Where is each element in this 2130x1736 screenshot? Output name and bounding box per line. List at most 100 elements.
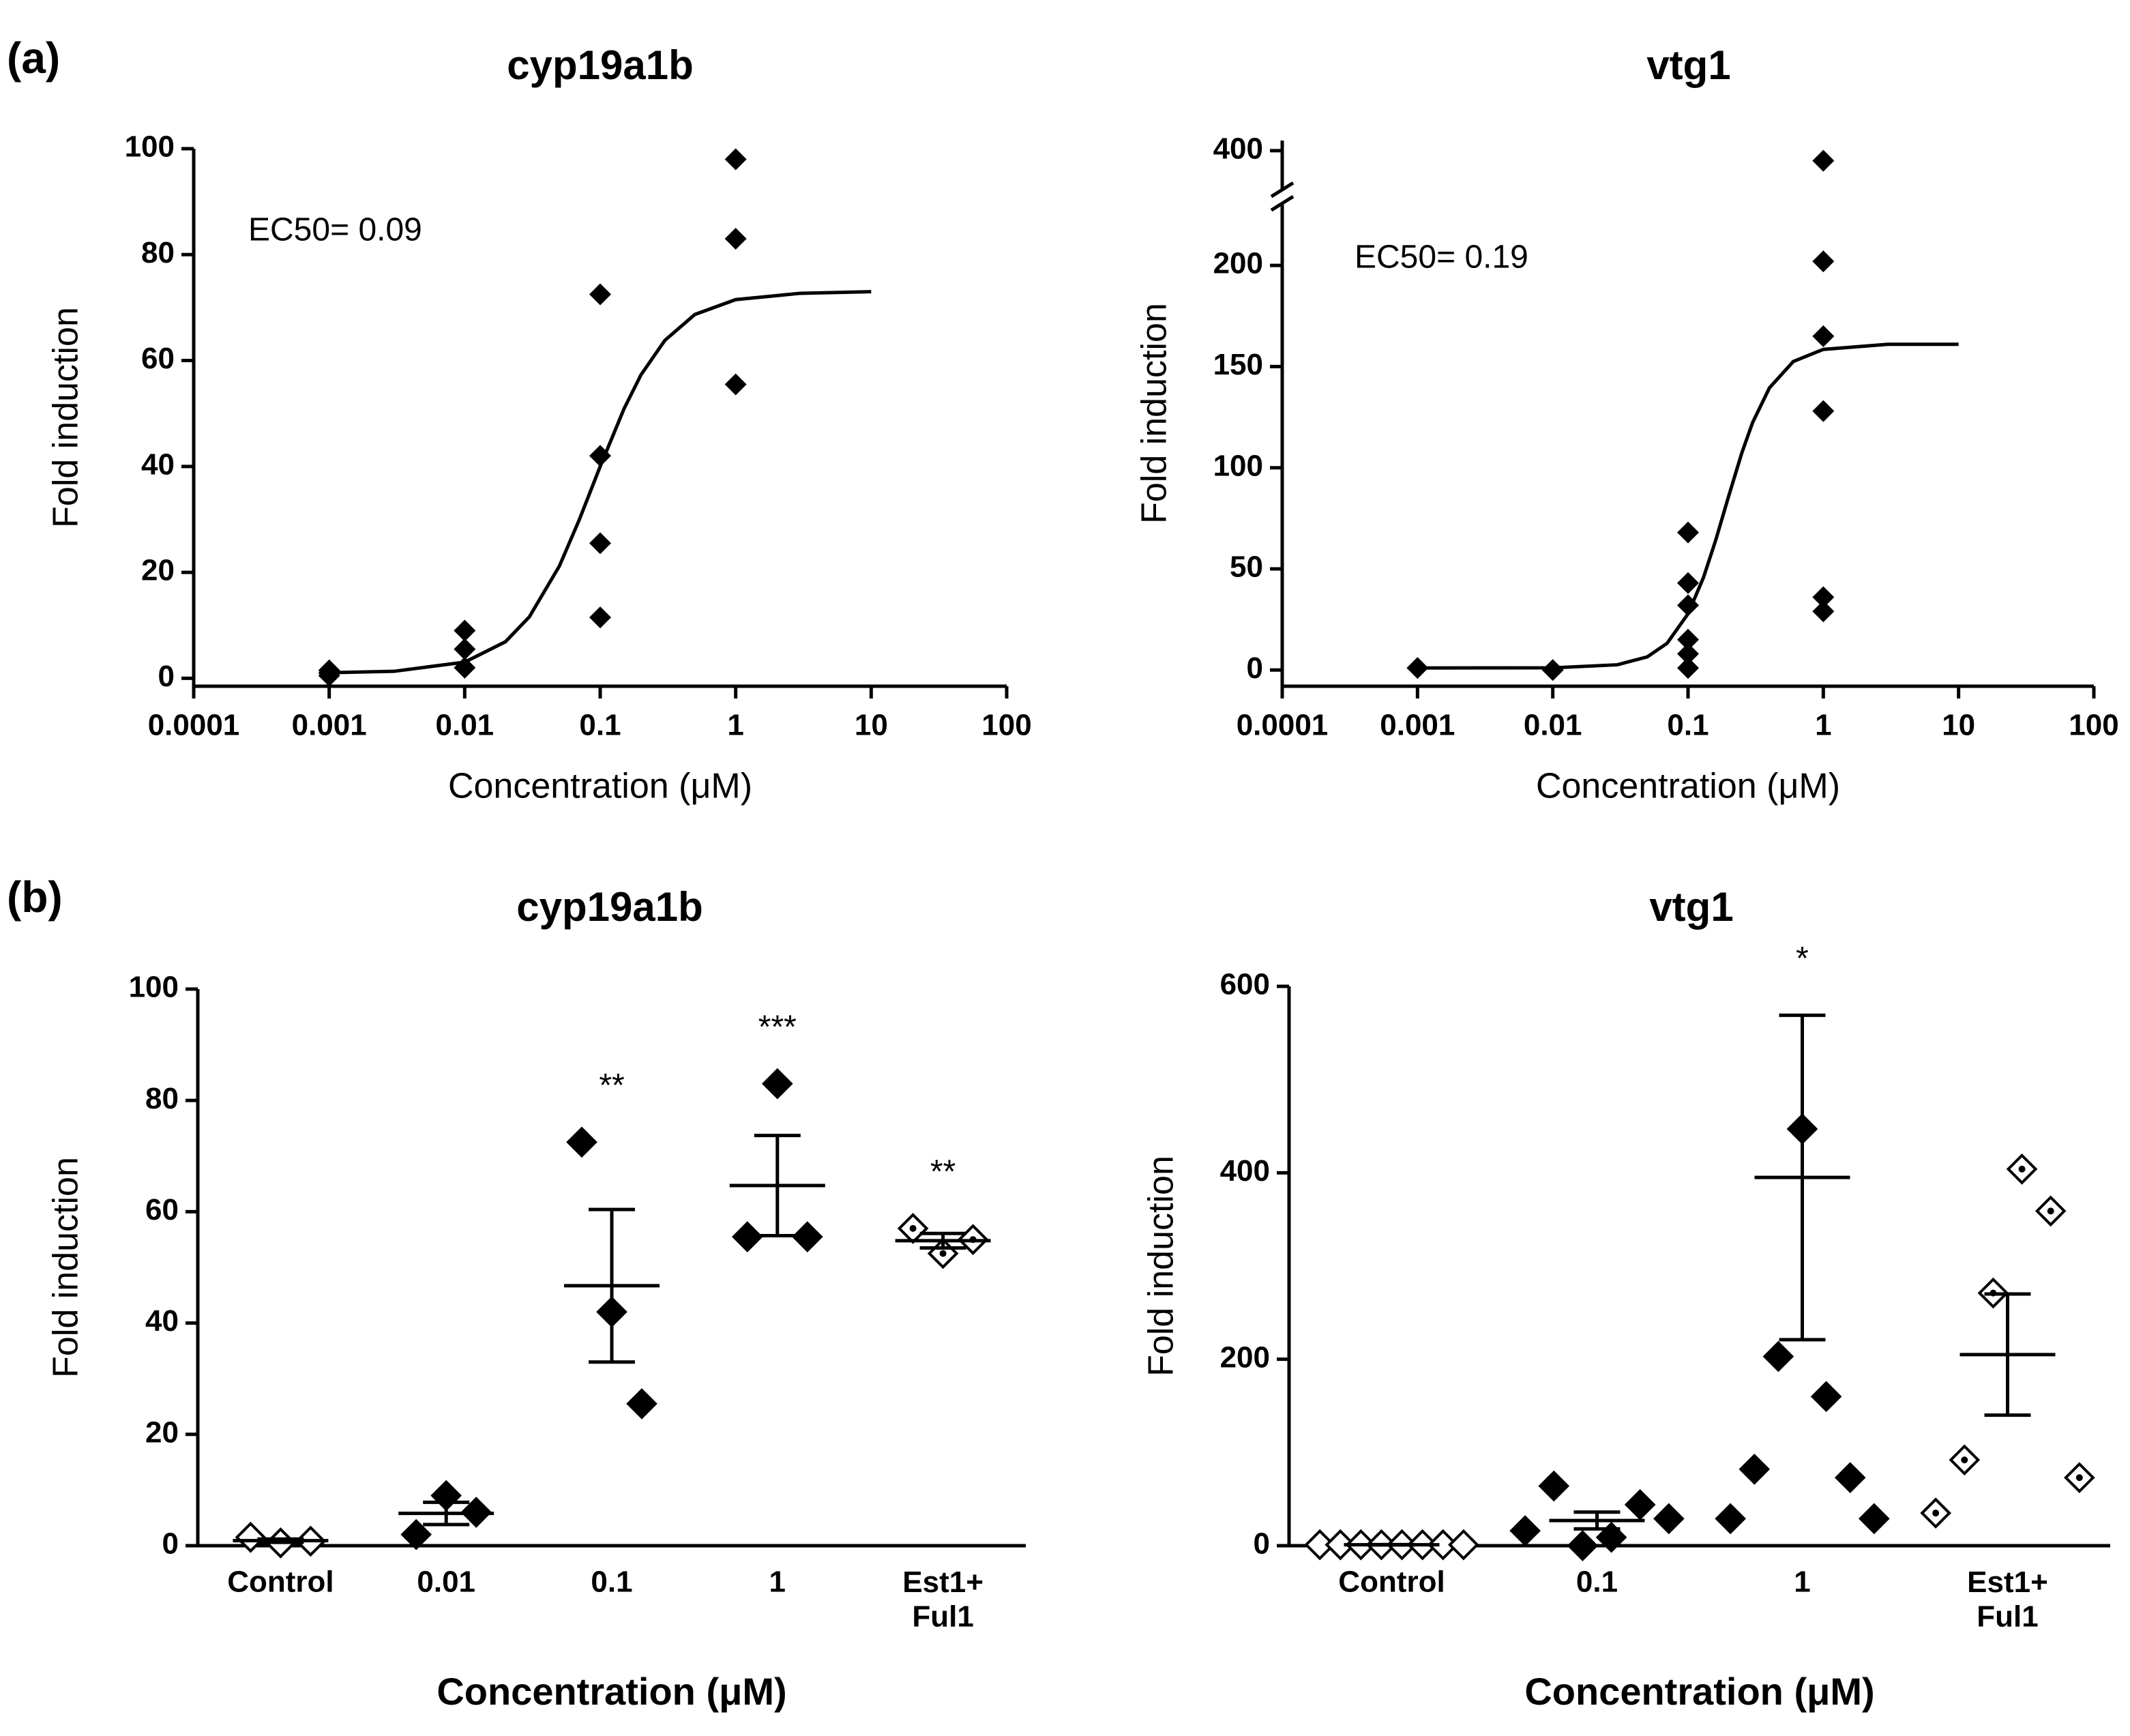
data-point [1810, 1381, 1842, 1413]
data-point [761, 1068, 793, 1100]
data-point [1677, 643, 1699, 665]
data-point [724, 148, 747, 171]
x-tick-label: 0.01 [436, 709, 494, 742]
y-tick-label: 0 [162, 1527, 179, 1561]
y-axis-label: Fold induction [1135, 303, 1174, 524]
y-tick-label: 60 [145, 1193, 179, 1226]
panel-label: (b) [7, 872, 63, 922]
data-point-dot [939, 1250, 947, 1257]
x-tick-label: 0.0001 [1237, 709, 1329, 742]
data-point [235, 1521, 267, 1553]
y-tick-label: 400 [1220, 1154, 1270, 1188]
x-tick-label: 1 [769, 1565, 786, 1599]
x-axis-label: Concentration (μM) [1536, 767, 1840, 806]
data-point-dot [2018, 1165, 2026, 1173]
x-tick-label: 1 [1794, 1565, 1810, 1599]
data-point [1448, 1529, 1479, 1561]
y-axis-label: Fold induction [46, 307, 86, 528]
data-point [1812, 400, 1835, 422]
x-tick-label: 0.01 [417, 1565, 475, 1599]
x-tick-label: 100 [981, 709, 1031, 742]
data-point-dot [909, 1224, 917, 1232]
y-tick-label: 600 [1220, 968, 1270, 1001]
y-tick-label: 400 [1213, 132, 1263, 165]
data-point [1812, 250, 1835, 273]
chart-title: vtg1 [1649, 884, 1733, 930]
data-point [1812, 586, 1835, 608]
data-point [1715, 1503, 1746, 1535]
x-tick-label: 0.01 [1524, 709, 1582, 742]
x-tick-label: 100 [2069, 709, 2118, 742]
x-tick-label: 0.0001 [148, 709, 240, 742]
data-point [1677, 521, 1699, 544]
y-tick-label: 200 [1213, 247, 1263, 280]
x-tick-label: Est1+ Ful1 [1967, 1565, 2048, 1634]
data-point [1406, 657, 1429, 679]
data-point [1834, 1462, 1866, 1494]
data-point [1541, 659, 1564, 681]
data-point [724, 373, 747, 396]
significance: * [1796, 941, 1809, 977]
data-point [1567, 1530, 1599, 1561]
axis-break [1270, 195, 1295, 212]
y-tick-label: 0 [1254, 1527, 1270, 1561]
significance: ** [599, 1068, 624, 1104]
y-tick-label: 80 [141, 236, 175, 269]
data-point [589, 532, 611, 555]
data-point [1677, 594, 1699, 617]
x-tick-label: 10 [855, 709, 888, 742]
y-tick-label: 0 [1247, 651, 1263, 685]
data-point [589, 283, 611, 306]
y-tick-label: 0 [158, 660, 175, 693]
x-tick-label: 10 [1942, 709, 1975, 742]
y-tick-label: 100 [129, 971, 179, 1004]
y-tick-label: 20 [141, 554, 175, 587]
y-tick-label: 20 [145, 1415, 179, 1449]
x-axis-label: Concentration (μM) [1524, 1670, 1874, 1713]
y-axis-label: Fold induction [1142, 1156, 1181, 1377]
x-tick-label: Est1+ Ful1 [902, 1565, 983, 1634]
data-point [454, 656, 476, 679]
data-point [454, 619, 476, 642]
x-tick-label: Control [227, 1565, 334, 1599]
y-tick-label: 150 [1213, 348, 1263, 381]
data-point [1509, 1515, 1541, 1546]
data-point [1859, 1503, 1890, 1535]
y-axis-label: Fold induction [46, 1157, 86, 1378]
data-point [589, 606, 611, 629]
y-tick-label: 80 [145, 1082, 179, 1115]
annotation: EC50= 0.09 [248, 212, 422, 248]
x-tick-label: 0.001 [1380, 709, 1455, 742]
data-point [1304, 1529, 1335, 1561]
significance: *** [758, 1009, 797, 1045]
y-tick-label: 50 [1230, 550, 1263, 584]
y-tick-label: 40 [141, 447, 175, 481]
data-point [1812, 325, 1835, 347]
chart-title: vtg1 [1646, 42, 1730, 88]
data-point-dot [2047, 1207, 2054, 1215]
data-point [1812, 149, 1835, 172]
data-point [626, 1388, 657, 1419]
data-point [1677, 657, 1699, 679]
data-point [1677, 572, 1699, 594]
chart-title: cyp19a1b [516, 884, 703, 930]
data-point-dot [1961, 1456, 1968, 1464]
significance: ** [930, 1154, 956, 1190]
data-point [724, 227, 747, 250]
data-point [400, 1518, 432, 1550]
data-point [1538, 1470, 1570, 1502]
data-point [1325, 1529, 1357, 1561]
x-tick-label: 0.1 [1667, 709, 1709, 742]
x-tick-label: 0.001 [292, 709, 367, 742]
x-axis-label: Concentration (μM) [437, 1670, 786, 1713]
data-point [566, 1126, 597, 1158]
panel-label: (a) [7, 33, 60, 83]
data-point [791, 1221, 823, 1252]
data-point [454, 638, 476, 660]
x-tick-label: 0.1 [1576, 1565, 1618, 1599]
y-tick-label: 60 [141, 342, 175, 375]
data-point [318, 664, 340, 687]
chart-title: cyp19a1b [507, 42, 694, 88]
x-tick-label: 1 [727, 709, 743, 742]
